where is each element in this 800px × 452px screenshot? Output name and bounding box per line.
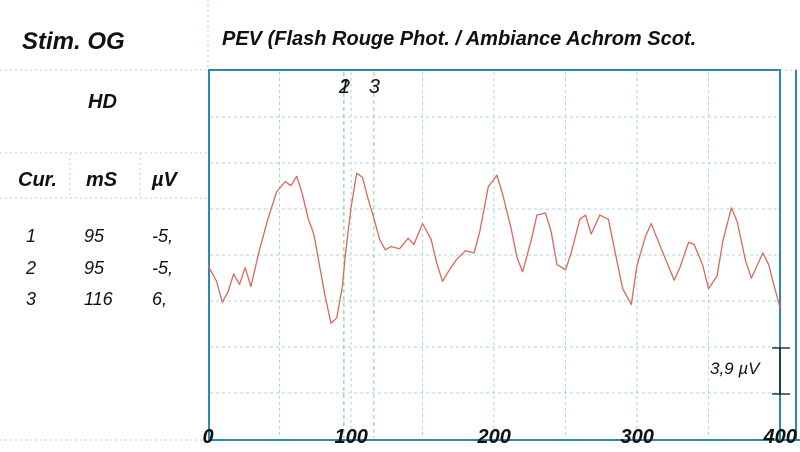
scale-label: 3,9 µV: [710, 359, 760, 379]
table-cell: 95: [84, 226, 105, 246]
table-cell: 1: [26, 226, 37, 246]
x-tick-label: 0: [202, 426, 214, 448]
col-header-uv: µV: [152, 169, 177, 191]
plot-grid: [210, 72, 779, 438]
table-cell: -5,: [152, 226, 174, 246]
table-cell: 6,: [152, 289, 168, 309]
trace-line: [207, 172, 781, 324]
table-cell: 2: [26, 258, 37, 278]
eye-label: HD: [88, 91, 117, 113]
scale-bar: [772, 347, 790, 395]
col-header-ms: mS: [86, 169, 118, 191]
x-tick-label: 300: [620, 426, 654, 448]
table-cell: 3: [26, 289, 37, 309]
table-cell: 95: [84, 258, 105, 278]
cursor-lines: [343, 72, 375, 438]
stim-title: Stim. OG: [22, 28, 125, 55]
chart-title: PEV (Flash Rouge Phot. / Ambiance Achrom…: [222, 28, 697, 50]
cursor-label-1: 1: [338, 76, 350, 98]
col-header-cursor: Cur.: [18, 169, 57, 191]
x-tick-label: 100: [334, 426, 368, 448]
cursor-label-3: 3: [368, 76, 380, 98]
x-tick-label: 200: [477, 426, 511, 448]
cursor-label-2: 2: [338, 76, 350, 98]
table-cell: -5,: [152, 258, 174, 278]
table-cell: 116: [84, 289, 113, 309]
x-tick-label: 400: [763, 426, 797, 448]
paper-grid: [0, 0, 800, 441]
